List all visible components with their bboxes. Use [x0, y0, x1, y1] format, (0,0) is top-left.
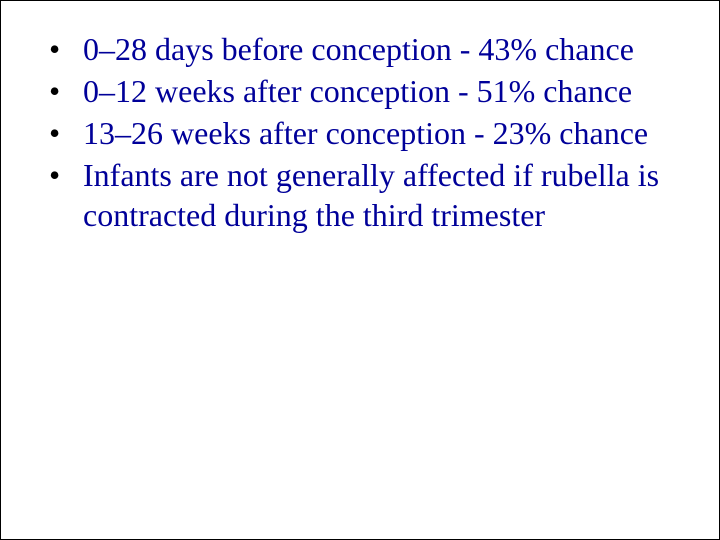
bullet-icon: • [49, 29, 60, 69]
list-item: • 0–12 weeks after conception - 51% chan… [41, 71, 679, 111]
list-item-text: 0–12 weeks after conception - 51% chance [83, 73, 632, 109]
list-item-text: Infants are not generally affected if ru… [83, 157, 659, 233]
list-item: • Infants are not generally affected if … [41, 155, 679, 235]
bullet-icon: • [49, 71, 60, 111]
bullet-icon: • [49, 113, 60, 153]
bullet-list: • 0–28 days before conception - 43% chan… [41, 29, 679, 235]
list-item: • 0–28 days before conception - 43% chan… [41, 29, 679, 69]
slide-content: • 0–28 days before conception - 43% chan… [1, 1, 719, 235]
bullet-icon: • [49, 155, 60, 195]
list-item: • 13–26 weeks after conception - 23% cha… [41, 113, 679, 153]
list-item-text: 13–26 weeks after conception - 23% chanc… [83, 115, 648, 151]
list-item-text: 0–28 days before conception - 43% chance [83, 31, 634, 67]
